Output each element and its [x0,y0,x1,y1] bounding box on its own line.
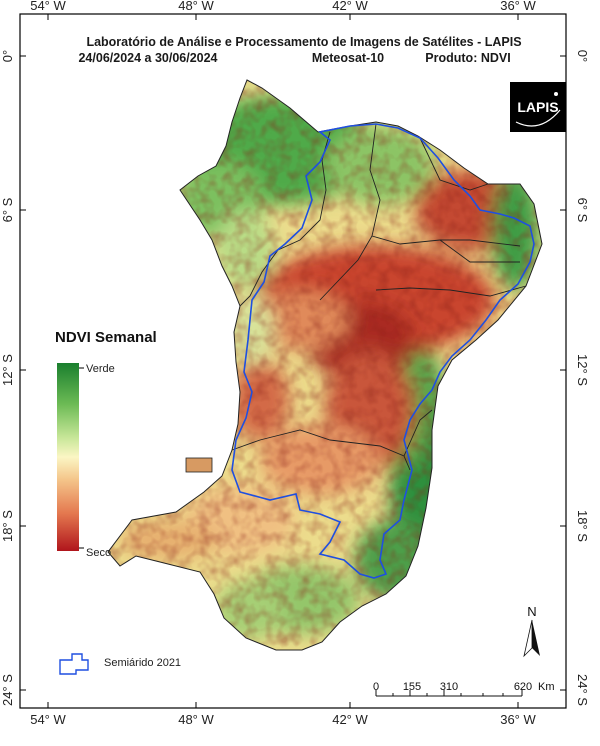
graticule-ticks [20,14,566,708]
scale-tick-310: 310 [440,681,458,693]
scale-tick-155: 155 [403,681,421,693]
lon-label-bottom-54w: 54° W [30,712,66,727]
lat-label-left-6s: 6° S [0,197,15,222]
lon-label-bottom-36w: 36° W [500,712,536,727]
map-period: 24/06/2024 a 30/06/2024 [78,51,217,65]
legend-low-label: Seco [86,547,111,559]
lon-label-top-48w: 48° W [178,0,214,13]
lat-label-right-18s: 18° S [575,510,590,542]
lat-label-right-0: 0° [575,50,590,62]
lat-label-right-6s: 6° S [575,198,590,223]
map-satellite: Meteosat-10 [312,51,384,65]
lon-label-bottom-42w: 42° W [332,712,368,727]
lat-label-left-12s: 12° S [0,354,15,386]
lon-label-top-42w: 42° W [332,0,368,13]
legend-high-label: Verde [86,363,115,375]
lat-label-left-24s: 24° S [0,674,15,706]
state-borders [231,123,527,471]
lapis-logo-text: LAPIS [517,99,558,115]
semiarid-legend-icon [59,653,89,675]
legend-title: NDVI Semanal [55,329,157,346]
lapis-logo: LAPIS [510,82,566,132]
semiarid-legend-label: Semiárido 2021 [104,657,181,669]
lat-label-left-0: 0° [0,50,15,62]
scale-tick-620: 620 [514,681,532,693]
lon-label-bottom-48w: 48° W [178,712,214,727]
scale-bar: 0 155 310 620 Km [373,681,555,697]
map-title: Laboratório de Análise e Processamento d… [86,35,521,49]
north-arrow-label: N [527,604,536,619]
lat-label-left-18s: 18° S [0,510,15,542]
lat-label-right-24s: 24° S [575,674,590,706]
lon-label-top-36w: 36° W [500,0,536,13]
map-product: Produto: NDVI [425,51,510,65]
scale-unit: Km [538,681,555,693]
north-arrow: N [523,604,540,658]
lon-label-top-54w: 54° W [30,0,66,13]
semiarid-outline [231,123,535,579]
lat-label-right-12s: 12° S [575,354,590,386]
federal-district-patch [185,457,213,473]
legend-color-ramp [57,363,79,551]
scale-tick-0: 0 [373,681,379,693]
